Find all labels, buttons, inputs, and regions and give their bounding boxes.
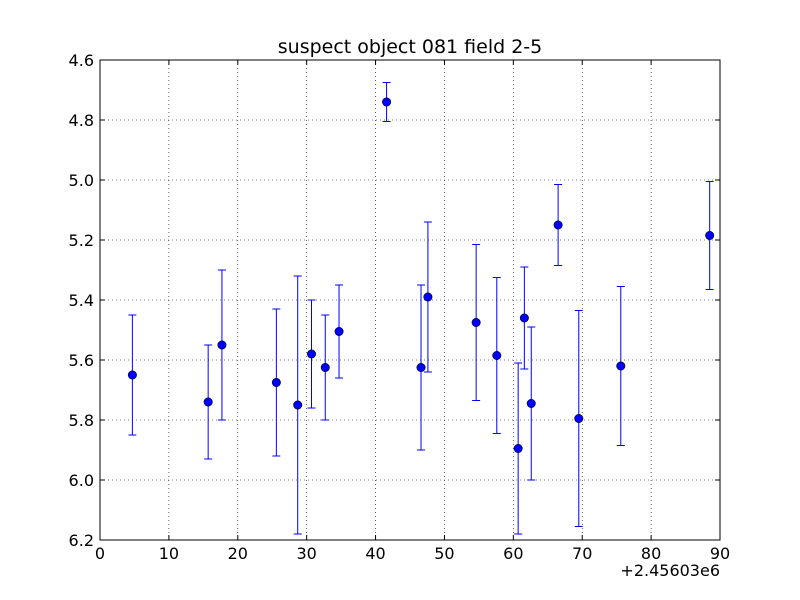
data-point [526,398,536,408]
axis-ticks [99,59,721,541]
data-point [519,313,529,323]
data-point [492,350,502,360]
x-tick-label: 10 [159,544,179,563]
y-tick-label: 5.2 [69,231,94,250]
data-point [320,362,330,372]
y-tick-label: 5.0 [69,171,94,190]
y-tick-labels: 4.6 4.8 5.0 5.2 5.4 5.6 5.8 6.0 6.2 [69,51,94,550]
data-point [616,361,626,371]
grid-lines [100,60,720,540]
data-point [416,362,426,372]
data-point [293,400,303,410]
y-tick-label: 4.6 [69,51,94,70]
x-tick-label: 90 [710,544,730,563]
y-tick-label: 5.6 [69,351,94,370]
y-tick-label: 4.8 [69,111,94,130]
y-tick-label: 5.4 [69,291,94,310]
data-point [203,397,213,407]
x-tick-label: 80 [641,544,661,563]
y-tick-label: 5.8 [69,411,94,430]
x-offset-label: +2.45603e6 [620,561,720,580]
x-tick-label: 60 [503,544,523,563]
data-point [705,231,715,241]
data-point [423,292,433,302]
data-point [382,97,392,107]
data-point [574,413,584,423]
x-tick-label: 50 [434,544,454,563]
data-point [271,377,281,387]
data-point [513,443,523,453]
data-point [471,317,481,327]
data-points [127,97,715,453]
y-tick-label: 6.2 [69,531,94,550]
y-tick-label: 6.0 [69,471,94,490]
x-tick-labels: 0 10 20 30 40 50 60 70 80 90 [95,544,730,563]
x-tick-label: 30 [296,544,316,563]
x-tick-label: 70 [572,544,592,563]
x-tick-label: 0 [95,544,105,563]
chart-title: suspect object 081 field 2-5 [278,36,543,58]
data-point [306,349,316,359]
x-tick-label: 40 [365,544,385,563]
x-tick-label: 20 [228,544,248,563]
data-point [334,326,344,336]
data-point [553,220,563,230]
data-point [127,370,137,380]
data-point [217,340,227,350]
